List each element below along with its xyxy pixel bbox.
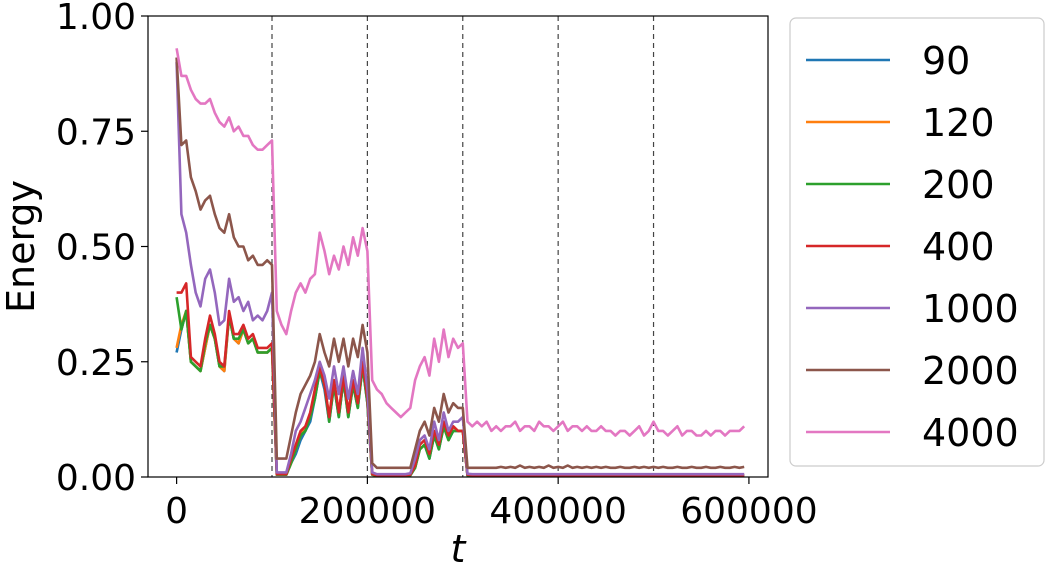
x-tick-label: 200000 <box>299 491 436 532</box>
legend-label: 120 <box>922 101 995 145</box>
legend-label: 90 <box>922 39 970 83</box>
y-tick-label: 0.75 <box>56 112 136 153</box>
x-tick-label: 0 <box>165 491 188 532</box>
legend-label: 200 <box>922 163 995 207</box>
legend-box <box>789 17 1045 467</box>
phase-boundary-lines <box>271 16 655 477</box>
series-line-200 <box>175 297 745 477</box>
y-tick-label: 0.25 <box>56 343 136 384</box>
series-line-2000 <box>175 57 745 470</box>
legend-label: 400 <box>922 225 995 269</box>
y-axis-label: Energy <box>0 180 43 313</box>
legend-label: 1000 <box>922 287 1019 331</box>
x-tick-label: 600000 <box>680 491 817 532</box>
series-line-400 <box>176 282 745 477</box>
y-tick-label: 0.00 <box>56 458 136 499</box>
series-line-4000 <box>175 48 746 437</box>
x-tick-label: 400000 <box>489 491 626 532</box>
series-lines <box>175 48 746 478</box>
y-tick-label: 1.00 <box>56 0 136 38</box>
legend-label: 4000 <box>922 411 1019 455</box>
series-line-1000 <box>175 62 745 476</box>
x-axis-label: t <box>451 527 468 571</box>
legend-label: 2000 <box>922 349 1019 393</box>
x-axis-ticks: 0 200000 400000 600000 <box>165 477 818 532</box>
y-tick-label: 0.50 <box>56 228 136 269</box>
legend: 90 120 200 400 1000 2000 4000 <box>789 17 1045 467</box>
series-line-90 <box>175 309 745 478</box>
series-line-120 <box>175 309 745 477</box>
y-axis-ticks: 0.00 0.25 0.50 0.75 1.00 <box>56 0 148 499</box>
